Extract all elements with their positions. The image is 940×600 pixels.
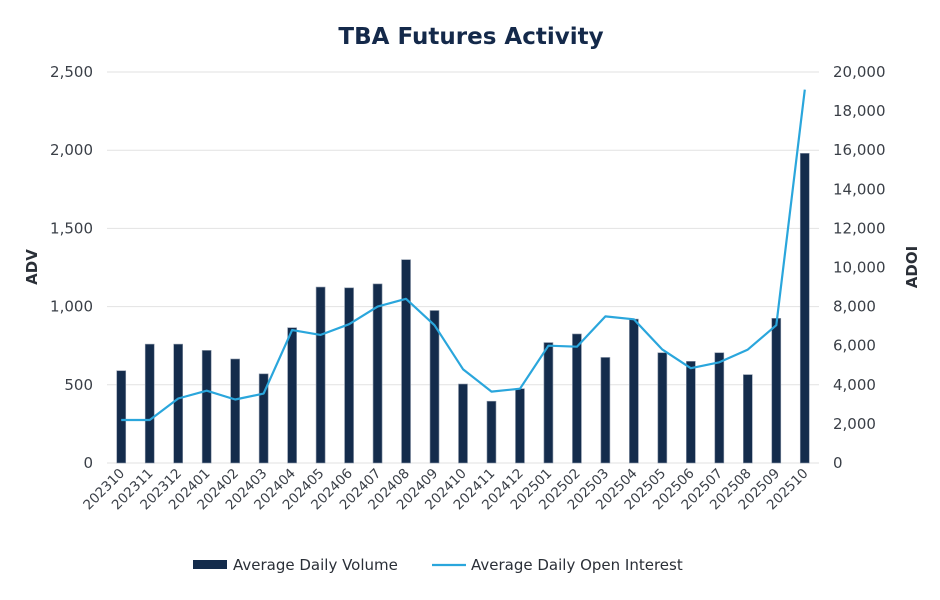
bar-202504 — [629, 318, 639, 464]
bar-series-adv — [116, 153, 810, 464]
right-tick-label: 12,000 — [833, 219, 886, 237]
right-tick-label: 10,000 — [833, 259, 886, 277]
bar-202412 — [515, 388, 525, 464]
bar-202407 — [372, 283, 383, 464]
right-tick-label: 2,000 — [833, 415, 876, 433]
left-tick-label: 2,500 — [50, 63, 93, 81]
gridlines — [107, 71, 819, 464]
line-series-adoi — [121, 89, 806, 422]
bar-202312 — [173, 343, 183, 464]
right-axis-label: ADOI — [903, 246, 921, 288]
bar-202311 — [144, 343, 155, 464]
bar-202510 — [799, 153, 810, 464]
bar-202411 — [486, 400, 497, 464]
bar-202408 — [401, 259, 411, 464]
bar-202409 — [429, 310, 440, 464]
bar-202509 — [771, 318, 782, 464]
right-axis-ticks: 0 2,000 4,000 6,000 8,000 10,000 12,000 14,000 1… — [833, 63, 886, 472]
right-tick-label: 20,000 — [833, 63, 886, 81]
right-tick-label: 16,000 — [833, 141, 886, 159]
legend-label-adv: Average Daily Volume — [233, 556, 398, 574]
left-tick-label: 2,000 — [50, 141, 93, 159]
bar-202406 — [344, 287, 354, 464]
bar-202405 — [315, 286, 326, 464]
bar-202410 — [458, 383, 468, 464]
left-tick-label: 0 — [83, 454, 93, 472]
right-tick-label: 0 — [833, 454, 843, 472]
legend: Average Daily Volume Average Daily Open … — [193, 556, 683, 574]
bar-202501 — [543, 342, 554, 464]
right-tick-label: 4,000 — [833, 376, 876, 394]
bar-202402 — [230, 358, 240, 464]
adoi-line — [121, 89, 806, 422]
left-tick-label: 500 — [64, 376, 93, 394]
legend-label-adoi: Average Daily Open Interest — [471, 556, 683, 574]
bar-202310 — [116, 370, 127, 464]
left-axis-label: ADV — [23, 249, 41, 285]
bar-202502 — [572, 333, 582, 464]
bar-202404 — [287, 327, 297, 464]
left-tick-label: 1,500 — [50, 219, 93, 237]
x-axis-ticks: 2023102023112023122024012024022024032024… — [80, 466, 811, 514]
bar-202401 — [201, 350, 212, 464]
right-tick-label: 14,000 — [833, 180, 886, 198]
left-axis-ticks: 0 500 1,000 1,500 2,000 2,500 — [50, 63, 93, 472]
left-tick-label: 1,000 — [50, 298, 93, 316]
legend-swatch-adv — [193, 560, 227, 569]
right-tick-label: 18,000 — [833, 102, 886, 120]
bar-202508 — [742, 374, 753, 464]
bar-202505 — [657, 352, 668, 464]
bar-202506 — [686, 361, 696, 464]
bar-202503 — [600, 357, 611, 464]
chart-title: TBA Futures Activity — [338, 24, 603, 50]
bar-202403 — [258, 373, 269, 464]
bar-202507 — [714, 352, 725, 464]
right-tick-label: 8,000 — [833, 298, 876, 316]
right-tick-label: 6,000 — [833, 337, 876, 355]
